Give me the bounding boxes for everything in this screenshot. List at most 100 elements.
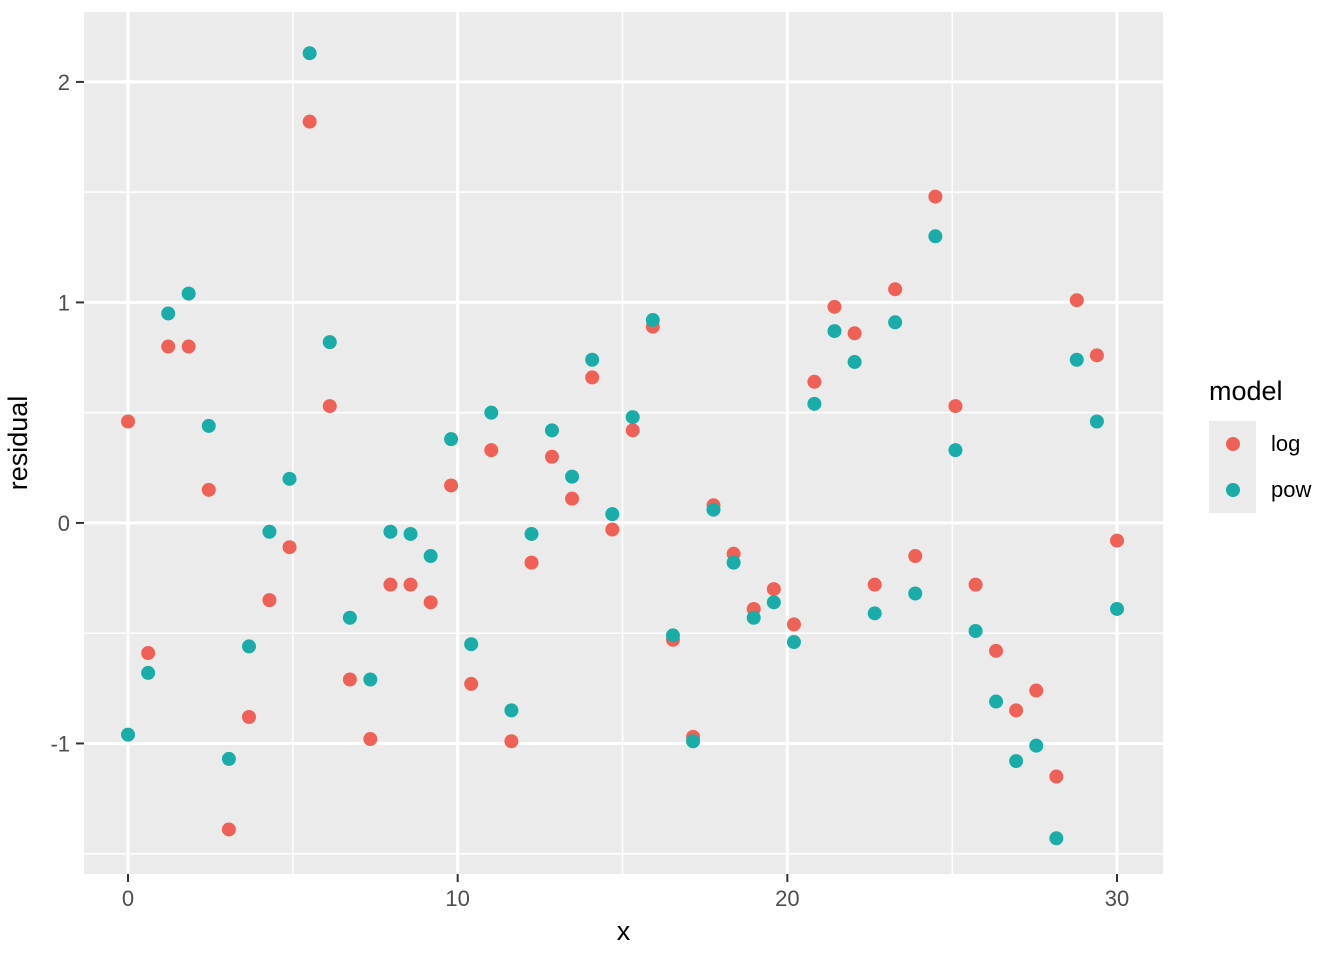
point-log bbox=[403, 577, 418, 592]
y-axis-title: residual bbox=[3, 396, 33, 491]
point-pow bbox=[807, 396, 822, 411]
point-log bbox=[423, 595, 438, 610]
panel-background bbox=[84, 12, 1163, 874]
point-pow bbox=[665, 628, 680, 643]
legend-label-pow: pow bbox=[1271, 476, 1312, 502]
point-log bbox=[766, 582, 781, 597]
point-log bbox=[1009, 703, 1024, 718]
point-pow bbox=[181, 286, 196, 301]
point-pow bbox=[423, 549, 438, 564]
point-pow bbox=[989, 694, 1004, 709]
point-log bbox=[807, 374, 822, 389]
point-log bbox=[585, 370, 600, 385]
point-pow bbox=[888, 315, 903, 330]
point-log bbox=[948, 399, 963, 414]
point-log bbox=[363, 732, 378, 747]
x-tick-label: 10 bbox=[445, 886, 469, 911]
point-log bbox=[524, 555, 539, 570]
point-pow bbox=[141, 665, 156, 680]
legend-label-log: log bbox=[1271, 430, 1301, 456]
point-pow bbox=[201, 418, 216, 433]
x-axis-title: x bbox=[617, 916, 631, 946]
point-pow bbox=[504, 703, 519, 718]
point-pow bbox=[706, 502, 721, 517]
point-pow bbox=[1110, 601, 1125, 616]
point-log bbox=[888, 282, 903, 297]
point-log bbox=[181, 339, 196, 354]
point-pow bbox=[968, 623, 983, 638]
point-log bbox=[141, 646, 156, 661]
point-log bbox=[867, 577, 882, 592]
log-series-dot-icon bbox=[1225, 436, 1240, 451]
point-pow bbox=[585, 352, 600, 367]
point-log bbox=[342, 672, 357, 687]
y-tick-label: 0 bbox=[58, 511, 70, 536]
point-log bbox=[908, 549, 923, 564]
point-log bbox=[544, 449, 559, 464]
point-log bbox=[1110, 533, 1125, 548]
point-pow bbox=[1029, 738, 1044, 753]
point-log bbox=[1089, 348, 1104, 363]
point-pow bbox=[221, 751, 236, 766]
point-log bbox=[221, 822, 236, 837]
point-pow bbox=[847, 354, 862, 369]
point-log bbox=[1069, 293, 1084, 308]
point-pow bbox=[302, 46, 317, 61]
point-pow bbox=[1049, 831, 1064, 846]
point-log bbox=[847, 326, 862, 341]
point-pow bbox=[282, 471, 297, 486]
point-log bbox=[786, 617, 801, 632]
point-log bbox=[625, 423, 640, 438]
point-pow bbox=[867, 606, 882, 621]
point-log bbox=[565, 491, 580, 506]
point-pow bbox=[686, 734, 701, 749]
point-pow bbox=[484, 405, 499, 420]
point-log bbox=[928, 189, 943, 204]
point-log bbox=[968, 577, 983, 592]
legend-title: model bbox=[1209, 376, 1283, 406]
point-pow bbox=[342, 610, 357, 625]
x-tick-label: 20 bbox=[775, 886, 799, 911]
point-pow bbox=[565, 469, 580, 484]
point-pow bbox=[605, 507, 620, 522]
legend-item-pow: pow bbox=[1209, 466, 1312, 513]
point-pow bbox=[625, 410, 640, 425]
point-pow bbox=[444, 432, 459, 447]
point-pow bbox=[908, 586, 923, 601]
point-pow bbox=[726, 555, 741, 570]
point-log bbox=[1049, 769, 1064, 784]
y-tick-label: 1 bbox=[58, 290, 70, 315]
point-pow bbox=[544, 423, 559, 438]
y-tick-label: 2 bbox=[58, 70, 70, 95]
point-pow bbox=[1009, 754, 1024, 769]
point-pow bbox=[928, 229, 943, 244]
legend: model log pow bbox=[1209, 376, 1312, 513]
point-log bbox=[504, 734, 519, 749]
point-log bbox=[464, 676, 479, 691]
point-log bbox=[605, 522, 620, 537]
legend-key-log bbox=[1209, 420, 1256, 467]
legend-key-pow bbox=[1209, 466, 1256, 513]
point-pow bbox=[262, 524, 277, 539]
point-pow bbox=[161, 306, 176, 321]
point-pow bbox=[1069, 352, 1084, 367]
point-log bbox=[1029, 683, 1044, 698]
point-pow bbox=[383, 524, 398, 539]
point-pow bbox=[464, 637, 479, 652]
point-pow bbox=[121, 727, 136, 742]
point-log bbox=[121, 414, 136, 429]
point-pow bbox=[766, 595, 781, 610]
point-pow bbox=[363, 672, 378, 687]
point-log bbox=[282, 540, 297, 555]
legend-item-log: log bbox=[1209, 420, 1311, 467]
point-log bbox=[383, 577, 398, 592]
point-log bbox=[161, 339, 176, 354]
point-pow bbox=[746, 610, 761, 625]
point-log bbox=[322, 399, 337, 414]
x-tick-label: 0 bbox=[122, 886, 134, 911]
point-log bbox=[484, 443, 499, 458]
point-log bbox=[827, 299, 842, 314]
point-log bbox=[302, 114, 317, 129]
